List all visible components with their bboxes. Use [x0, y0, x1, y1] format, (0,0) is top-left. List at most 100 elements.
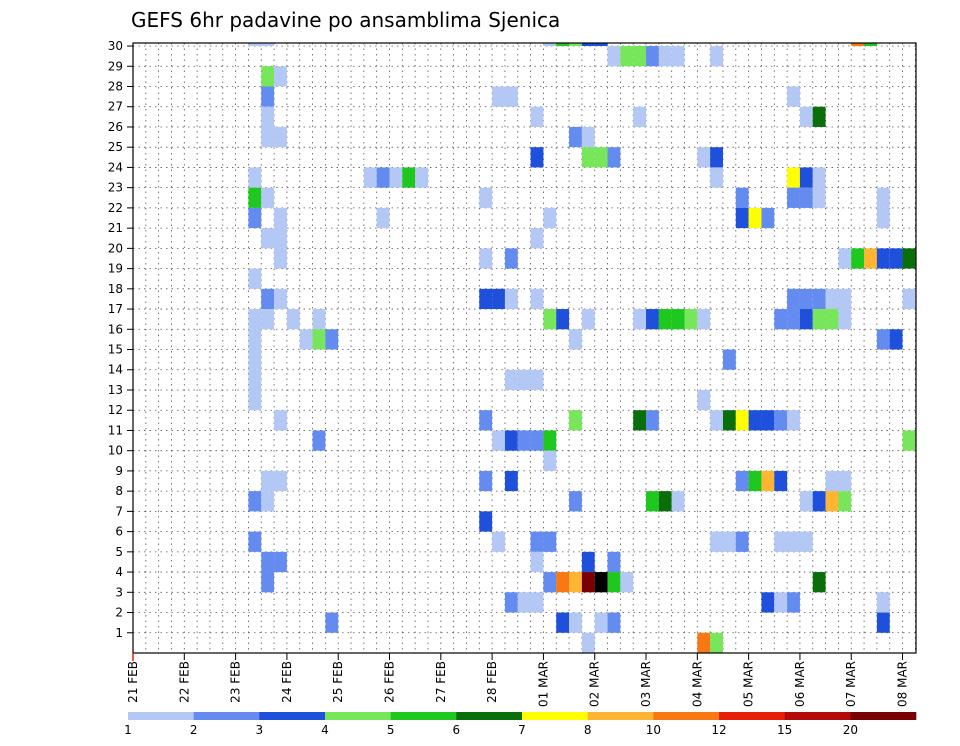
- heatmap-cell: [889, 329, 903, 350]
- heatmap-cell: [479, 248, 493, 269]
- y-tick-label: 12: [108, 403, 123, 417]
- heatmap-cell: [774, 309, 788, 330]
- heatmap-cell: [864, 43, 877, 47]
- heatmap-cell: [274, 66, 287, 87]
- heatmap-cell: [556, 612, 570, 633]
- heatmap-cell: [748, 410, 762, 431]
- y-tick-label: 5: [115, 545, 123, 559]
- heatmap-cell: [607, 612, 621, 633]
- heatmap-cell: [248, 309, 262, 330]
- heatmap-cell: [325, 329, 339, 350]
- heatmap-cell: [646, 46, 659, 67]
- heatmap-cell: [607, 147, 621, 168]
- x-tick-label: 06 MAR: [793, 661, 807, 707]
- heatmap-cell: [902, 430, 916, 451]
- heatmap-cell: [710, 167, 723, 188]
- heatmap-cell: [646, 491, 659, 512]
- heatmap-cell: [710, 410, 723, 431]
- heatmap-cell: [543, 572, 557, 593]
- heatmap-cell: [633, 46, 647, 67]
- heatmap-cell: [864, 248, 877, 269]
- heatmap-cell: [312, 329, 326, 350]
- heatmap-cell: [274, 126, 287, 148]
- heatmap-cell: [261, 551, 275, 573]
- heatmap-cell: [825, 491, 839, 512]
- x-tick-label: 01 MAR: [536, 661, 550, 707]
- colorbar-segment: [128, 712, 194, 720]
- y-tick-label: 4: [115, 565, 123, 579]
- heatmap-cell: [517, 430, 531, 451]
- heatmap-cell: [261, 66, 275, 87]
- heatmap-cell: [248, 187, 262, 208]
- heatmap-cell: [671, 491, 685, 512]
- heatmap-cell: [774, 531, 788, 552]
- plot-frame: [132, 42, 917, 654]
- heatmap-cell: [774, 592, 788, 613]
- heatmap-cell: [735, 207, 749, 229]
- heatmap-cell: [594, 147, 608, 168]
- heatmap-cell: [799, 531, 813, 552]
- x-tick-label: 24 FEB: [280, 661, 294, 703]
- heatmap-cell: [710, 632, 723, 653]
- heatmap-cell: [761, 470, 775, 492]
- colorbar-label: 20: [843, 723, 858, 737]
- heatmap-cell: [530, 228, 544, 249]
- heatmap-cell: [838, 309, 852, 330]
- heatmap-cell: [479, 511, 493, 532]
- heatmap-cell: [530, 147, 544, 168]
- heatmap-cell: [838, 491, 852, 512]
- heatmap-cell: [581, 551, 595, 573]
- heatmap-cell: [697, 389, 711, 411]
- heatmap-cell: [581, 147, 595, 168]
- heatmap-cell: [248, 207, 262, 229]
- heatmap-cell: [697, 309, 711, 330]
- heatmap-cell: [812, 572, 826, 593]
- colorbar-segment: [587, 712, 654, 720]
- heatmap-cell: [248, 531, 262, 552]
- heatmap-cell: [902, 288, 916, 310]
- heatmap-cell: [363, 167, 377, 188]
- x-tick-label: 26 FEB: [383, 661, 397, 703]
- colorbar-label: 6: [453, 723, 461, 737]
- heatmap-cell: [697, 632, 711, 653]
- heatmap-cell: [671, 309, 685, 330]
- heatmap-cell: [312, 309, 326, 330]
- heatmap-cell: [376, 207, 390, 229]
- y-tick-label: 1: [115, 626, 123, 640]
- y-tick-label: 13: [108, 383, 123, 397]
- heatmap-cell: [569, 612, 582, 633]
- heatmap-cell: [787, 309, 800, 330]
- heatmap-cell: [312, 430, 326, 451]
- heatmap-cell: [748, 470, 762, 492]
- heatmap-cell: [889, 248, 903, 269]
- y-tick-label: 10: [108, 444, 123, 458]
- heatmap-cell: [799, 106, 813, 127]
- heatmap-cell: [504, 288, 518, 310]
- heatmap-cell: [710, 531, 723, 552]
- heatmap-cells: [248, 43, 916, 653]
- heatmap-cell: [710, 46, 723, 67]
- heatmap-cell: [504, 592, 518, 613]
- heatmap-cell: [838, 470, 852, 492]
- heatmap-cell: [543, 430, 557, 451]
- heatmap-cell: [504, 430, 518, 451]
- colorbar-segment: [325, 712, 391, 720]
- heatmap-cell: [261, 43, 275, 47]
- heatmap-cell: [504, 86, 518, 107]
- colorbar-segment: [784, 712, 851, 720]
- x-tick-label: 07 MAR: [844, 661, 858, 707]
- heatmap-cell: [556, 43, 570, 47]
- y-tick-label: 14: [108, 363, 123, 377]
- heatmap-cell: [530, 369, 544, 390]
- colorbar-label: 15: [777, 723, 792, 737]
- heatmap-cell: [274, 207, 287, 229]
- heatmap-cell: [761, 592, 775, 613]
- heatmap-cell: [825, 288, 839, 310]
- heatmap-cell: [722, 531, 736, 552]
- heatmap-cell: [325, 612, 339, 633]
- heatmap-cell: [658, 491, 672, 512]
- heatmap-cell: [543, 531, 557, 552]
- heatmap-cell: [569, 43, 582, 47]
- heatmap-cell: [248, 389, 262, 411]
- heatmap-cell: [761, 410, 775, 431]
